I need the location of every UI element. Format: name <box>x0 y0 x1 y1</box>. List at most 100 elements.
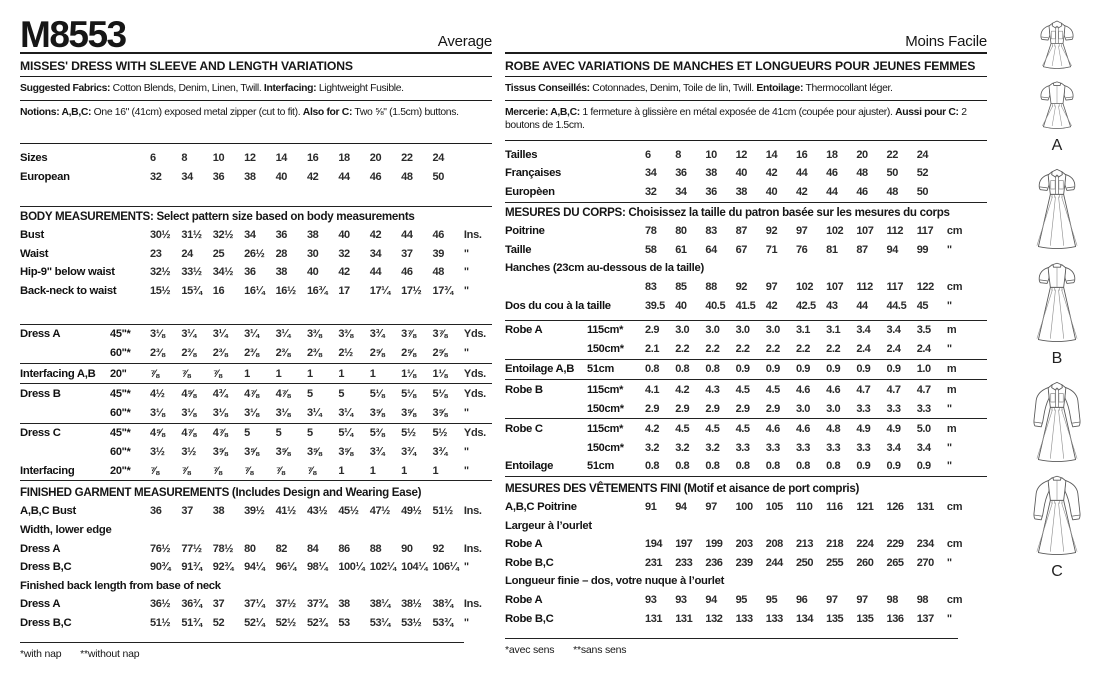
table-row: Back-neck to waist 15½ 15¾ 16 16¼ 16½ 16¾ 17 17¼… <box>20 282 492 301</box>
cell-value: 3¼ <box>181 328 196 341</box>
cell-value: 3⅛ <box>212 406 228 419</box>
cell-value: 1 <box>338 464 345 477</box>
text-segment: Lightweight Fusible. <box>316 83 404 94</box>
cell-value: 52½ <box>275 616 297 629</box>
cell-value: 0.8 <box>826 460 841 473</box>
unit-label: Yds. <box>463 388 486 401</box>
footnote-with-nap: *with nap <box>20 648 62 661</box>
cell-value: 46 <box>432 229 445 242</box>
view-c-group: C <box>1026 377 1088 581</box>
cell-value: 98¼ <box>306 561 328 574</box>
cell-value: 46 <box>369 170 382 183</box>
garment-title-en: MISSES' DRESS WITH SLEEVE AND LENGTH VAR… <box>20 54 492 77</box>
cell-value: 67 <box>735 243 748 256</box>
cell-value: 107 <box>826 281 844 293</box>
cell-value: 3⅝ <box>275 446 291 459</box>
cell-value: 48 <box>401 170 413 183</box>
unit-label: m <box>946 383 957 396</box>
cell-value: 34½ <box>212 266 234 279</box>
cell-value: 2.2 <box>826 342 841 355</box>
cell-value: 131 <box>916 501 935 514</box>
cell-value: 97 <box>795 225 808 238</box>
cell-value: 2.9 <box>705 402 720 415</box>
footnotes-en: *with nap **without nap <box>20 642 464 660</box>
cell-value: 32 <box>338 247 350 260</box>
row-label: Dress B <box>20 388 61 401</box>
cell-value: 3¾ <box>369 328 385 341</box>
cell-value: 5 <box>275 427 282 440</box>
cell-value: 45 <box>916 299 929 312</box>
table-row: Waist 23 24 25 26½ 28 30 32 34 37 39 " <box>20 244 492 263</box>
cell-value: 44 <box>369 266 382 279</box>
cell-value: ⅞ <box>181 367 191 380</box>
cell-value: 37¼ <box>244 598 265 611</box>
row-label: Europèen <box>505 186 555 199</box>
cell-value: 0.8 <box>675 460 690 473</box>
cell-value: 24 <box>181 247 193 260</box>
cell-value: 32 <box>150 170 162 183</box>
cell-value: 117 <box>916 225 934 238</box>
table-row: Hanches (23cm au-dessous de la taille) <box>505 259 987 278</box>
row-label: Entoilage <box>505 460 554 473</box>
cell-value: 3¼ <box>244 328 259 341</box>
cell-value: 4.2 <box>675 383 690 396</box>
cell-value: 102¼ <box>369 561 396 574</box>
cell-value: 0.8 <box>645 363 660 376</box>
unit-label: " <box>946 402 952 415</box>
cell-value: 4.6 <box>826 383 841 396</box>
row-label: Dos du cou à la taille <box>505 299 611 312</box>
cell-value: 3⅛ <box>275 406 291 419</box>
row-label: Dress A <box>20 328 61 341</box>
body-measurements-table-en: Bust 30½ 31½ 32½ 34 36 38 40 42 44 46 Ins. Waist 23 24… <box>20 226 492 300</box>
cell-value: 3⅝ <box>401 406 416 419</box>
cell-value: 199 <box>705 538 723 551</box>
cell-value: 2.9 <box>735 402 750 415</box>
cell-value: 3.0 <box>795 402 811 415</box>
cell-value: 3⅛ <box>181 406 196 419</box>
cell-value: ⅞ <box>212 367 222 380</box>
cell-value: 5⅛ <box>432 388 448 401</box>
cell-value: 3.0 <box>826 402 841 415</box>
cell-value: 17½ <box>401 284 422 297</box>
cell-value: 61 <box>675 243 687 256</box>
cell-value: 213 <box>795 538 814 551</box>
cell-value: 3.2 <box>675 441 690 454</box>
cell-value: 244 <box>765 556 784 569</box>
cell-value: 36 <box>275 229 288 242</box>
cell-value: 3.1 <box>795 324 811 337</box>
cell-value: 40 <box>306 266 319 279</box>
cell-value: 92 <box>765 225 778 238</box>
divider <box>505 319 987 321</box>
cell-value: 41½ <box>275 505 297 518</box>
cell-value: 8 <box>675 148 681 161</box>
cell-value: 270 <box>916 556 935 569</box>
cell-value: 34 <box>675 186 687 199</box>
view-a-label: A <box>1051 137 1063 154</box>
cell-value: 4.6 <box>765 423 780 436</box>
cell-value: 3.2 <box>705 441 720 454</box>
footnote-without-nap: **without nap <box>80 648 140 661</box>
text-segment: Two ⅝" (1.5cm) buttons. <box>352 106 459 118</box>
cell-value: 95 <box>765 594 778 606</box>
cell-value: 44.5 <box>886 299 907 312</box>
fabric-width-spec: 150cm* <box>587 441 624 454</box>
cell-value: 8 <box>181 152 188 165</box>
cell-value: 0.8 <box>645 460 660 473</box>
cell-value: 12 <box>244 152 256 165</box>
cell-value: 0.8 <box>705 363 720 376</box>
cell-value: 4.2 <box>645 423 660 436</box>
cell-value: 3⅝ <box>432 406 448 419</box>
cell-value: 4⅝ <box>181 388 196 401</box>
cell-value: 20 <box>369 152 382 165</box>
fabric-width-spec: 115cm* <box>587 383 624 396</box>
footnotes-fr: *avec sens **sans sens <box>505 637 959 656</box>
cell-value: 265 <box>886 556 905 569</box>
cell-value: 38¼ <box>369 598 391 611</box>
cell-value: 208 <box>765 538 784 551</box>
row-label: Robe C <box>505 423 543 436</box>
cell-value: 4⅞ <box>244 388 259 401</box>
table-row: Robe A 194 197 199 203 208 213 218 224 229 234 cm <box>505 535 987 554</box>
row-label: Robe B,C <box>505 556 554 569</box>
cell-value: 91¾ <box>181 561 202 574</box>
cell-value: 3⅝ <box>338 446 353 459</box>
